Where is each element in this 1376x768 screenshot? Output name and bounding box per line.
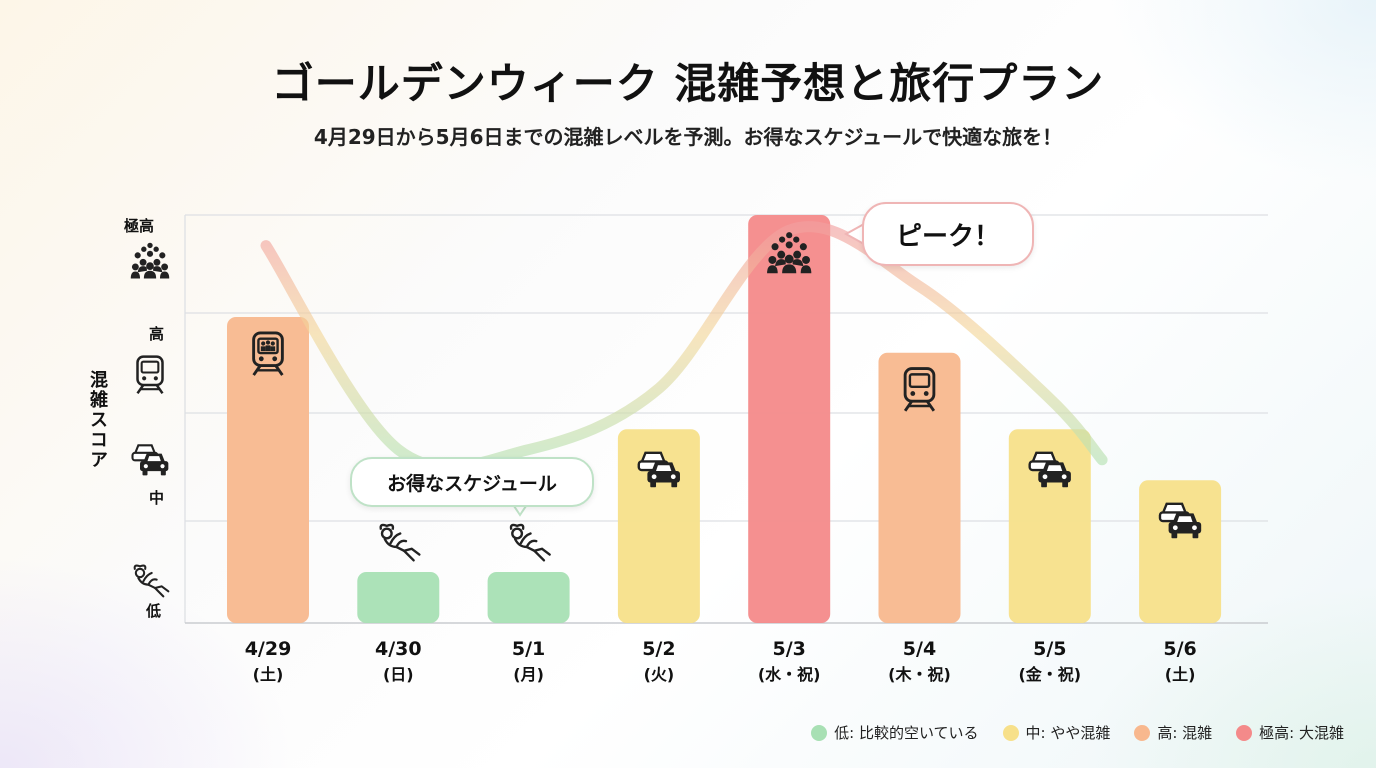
page-title: ゴールデンウィーク 混雑予想と旅行プラン [271,59,1105,108]
xtick-date: 5/2 [642,638,676,660]
trend-line [260,221,1108,473]
ytick-train-icon [136,355,164,395]
legend-label-low: 低: 比較的空いている [834,724,979,742]
xtick-4-30: 4/30 (日) [343,636,453,688]
xtick-5-1: 5/1 (月) [474,636,584,688]
xtick-day: (金・祝) [1018,665,1082,684]
bar-5-6 [1139,480,1222,623]
bar-4-29 [227,317,309,623]
relaxing-person-bar-icon-1 [379,523,421,562]
xtick-4-29: 4/29 (土) [213,636,323,688]
xtick-date: 5/4 [902,638,937,660]
xtick-day: (木・祝) [888,665,951,684]
legend: 低: 比較的空いている 中: やや混雑 高: 混雑 極高: 大混雑 [811,722,1344,743]
bar-5-4 [878,352,961,623]
legend-item-high: 高: 混雑 [1134,722,1212,743]
y-tick-icons [130,242,170,598]
xtick-day: (月) [513,665,544,684]
legend-swatch-low [811,724,828,741]
xtick-date: 5/6 [1163,638,1197,660]
legend-label-very-high: 極高: 大混雑 [1259,724,1344,742]
legend-swatch-very-high [1236,724,1253,741]
xtick-5-2: 5/2 (火) [604,636,714,688]
xtick-5-5: 5/5 (金・祝) [995,636,1105,688]
bar-5-1 [487,572,570,623]
xtick-5-4: 5/4 (木・祝) [865,636,975,688]
xtick-day: (土) [1164,665,1196,684]
good-schedule-callout: お得なスケジュール [350,457,594,507]
legend-label-medium: 中: やや混雑 [1025,724,1111,742]
legend-item-low: 低: 比較的空いている [811,722,979,743]
ytick-label-3: 極高 [124,217,155,235]
xtick-date: 5/1 [511,638,546,660]
ytick-cars-icon [131,444,170,477]
ytick-label-1: 中 [147,490,165,505]
relaxing-person-bar-icon-2 [509,523,551,562]
legend-label-high: 高: 混雑 [1157,724,1213,742]
ytick-crowd-icon [130,242,170,279]
trend-curve [260,221,1108,473]
legend-swatch-medium [1002,724,1019,741]
xtick-day: (火) [643,665,675,684]
grid-lines [184,214,1268,624]
peak-callout: ピーク！ [862,202,1034,266]
xtick-day: (土) [252,665,284,684]
xtick-date: 5/5 [1033,638,1067,660]
y-axis-label: 混雑スコア [87,370,108,470]
legend-swatch-high [1134,724,1151,741]
xtick-date: 4/30 [374,638,422,660]
xtick-day: (水・祝) [757,665,821,684]
ytick-label-0: 低 [146,602,162,620]
ytick-label-2: 高 [147,326,165,341]
xtick-date: 5/3 [772,638,806,660]
bar-5-3 [748,215,831,623]
legend-item-medium: 中: やや混雑 [1002,722,1111,743]
xtick-5-6: 5/6 (土) [1125,636,1235,688]
xtick-day: (日) [382,665,414,684]
legend-item-very-high: 極高: 大混雑 [1236,722,1344,743]
page-subtitle: 4月29日から5月6日までの混雑レベルを予測。お得なスケジュールで快適な旅を！ [313,125,1063,149]
xtick-date: 4/29 [244,638,292,660]
ytick-relaxing-person-icon [133,564,170,598]
xtick-5-3: 5/3 (水・祝) [734,636,844,688]
bars [227,215,1222,623]
bar-4-30 [357,572,440,623]
